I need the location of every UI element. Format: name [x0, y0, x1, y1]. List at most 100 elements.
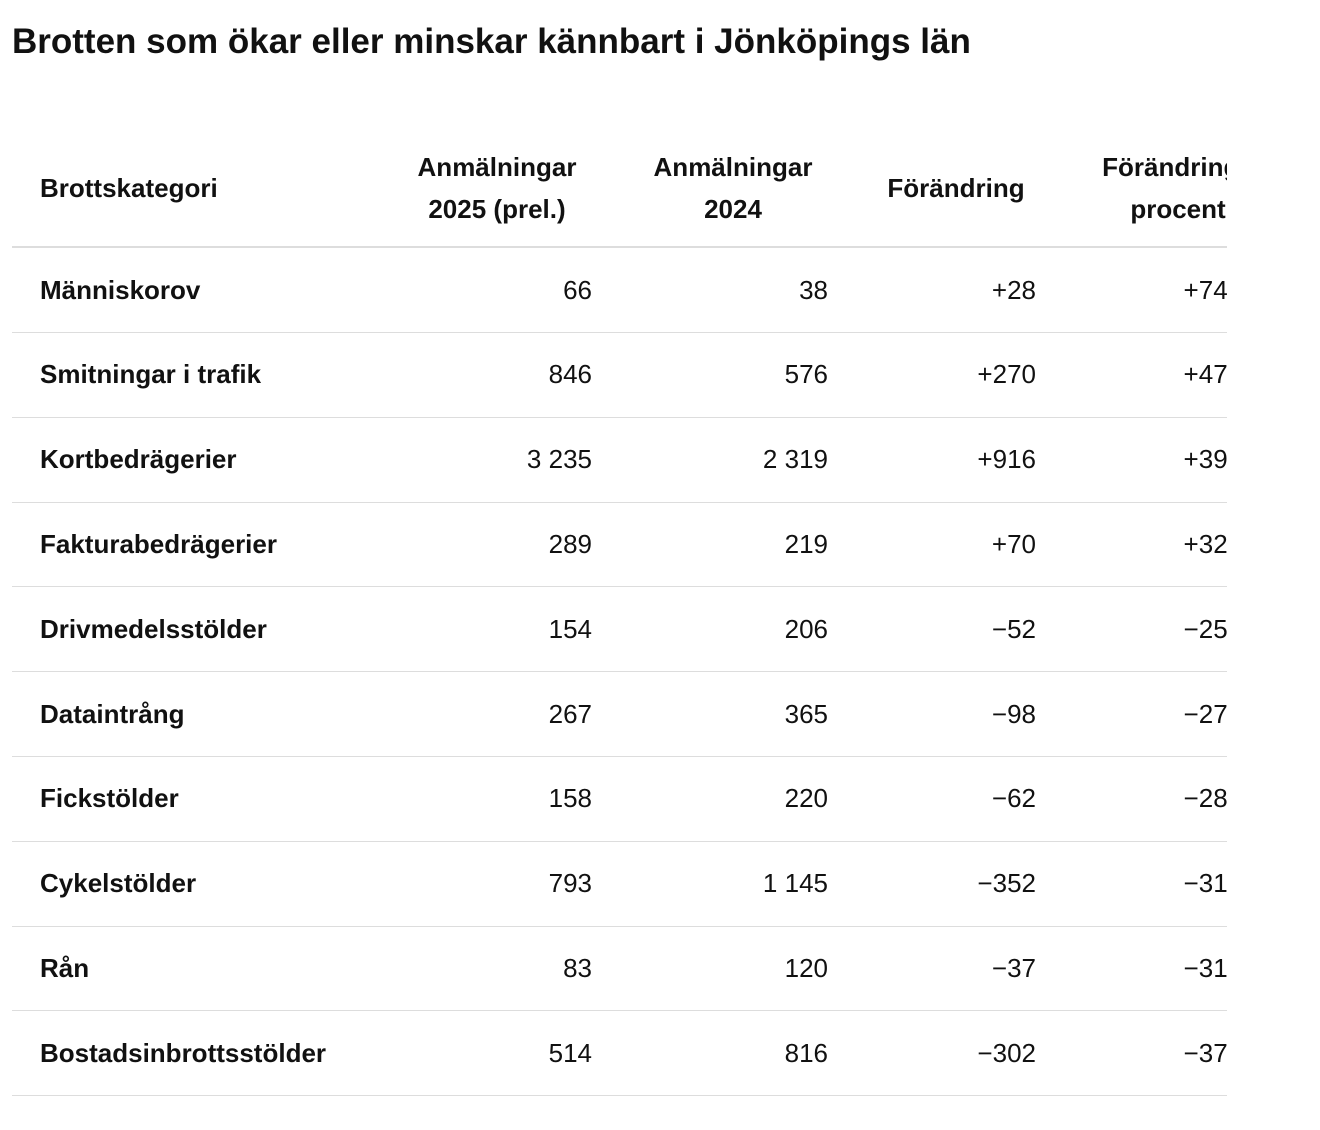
table-cell: −98	[828, 672, 1036, 756]
cell-text: −31 %	[1183, 868, 1227, 899]
cell-text: Cykelstölder	[40, 868, 197, 899]
table-cell: −25 %	[1036, 587, 1227, 671]
cell-text: −302	[977, 1037, 1036, 1068]
table-cell: Fickstölder	[40, 757, 352, 841]
cell-text: 206	[784, 613, 828, 644]
table-cell: Cykelstölder	[40, 842, 352, 926]
table-cell: −31 %	[1036, 842, 1227, 926]
table-row: Cykelstölder 793 1 145 −352 −31 %	[12, 842, 1227, 927]
cell-text: +28	[991, 274, 1036, 305]
cell-text: 83	[563, 952, 592, 983]
cell-text: −52	[991, 613, 1036, 644]
table-row: Dataintrång 267 365 −98 −27 %	[12, 672, 1227, 757]
cell-text: Fickstölder	[40, 783, 179, 814]
table-cell: −352	[828, 842, 1036, 926]
table-cell: 514	[352, 1011, 592, 1095]
table-cell: +28	[828, 248, 1036, 332]
header-cell: Anmälningar 2025 (prel.)	[352, 130, 592, 246]
table-cell: +916	[828, 418, 1036, 502]
table-cell: +70	[828, 502, 1036, 586]
cell-text: +39 %	[1183, 444, 1227, 475]
cell-text: +916	[977, 444, 1036, 475]
table-cell: 154	[352, 587, 592, 671]
table-cell: 66	[352, 248, 592, 332]
cell-text: −28 %	[1183, 783, 1227, 814]
cell-text: 3 235	[526, 444, 592, 475]
cell-text: 66	[563, 274, 592, 305]
header-cell: Brottskategori	[40, 130, 352, 246]
table-cell: Kortbedrägerier	[40, 418, 352, 502]
cell-text: −352	[977, 868, 1036, 899]
cell-text: Smitningar i trafik	[40, 359, 262, 390]
table-cell: 846	[352, 333, 592, 417]
header-cell: Anmälningar 2024	[592, 130, 828, 246]
cell-text: +74 %	[1183, 274, 1227, 305]
cell-text: Fakturabedrägerier	[40, 528, 277, 559]
table-row: Kortbedrägerier 3 235 2 319 +916 +39 %	[12, 418, 1227, 503]
table-cell: 1 145	[592, 842, 828, 926]
cell-text: 120	[784, 952, 828, 983]
cell-text: 38	[799, 274, 828, 305]
cell-text: Anmälningar 2025 (prel.)	[417, 152, 577, 224]
cell-text: 1 145	[762, 868, 828, 899]
cell-text: Anmälningar 2024	[653, 152, 813, 224]
cell-text: Förändring i procent	[1102, 152, 1227, 224]
table-cell: 365	[592, 672, 828, 756]
cell-text: Brottskategori	[40, 172, 218, 203]
table-cell: +74 %	[1036, 248, 1227, 332]
table-cell: Rån	[40, 926, 352, 1010]
cell-text: −37 %	[1183, 1037, 1227, 1068]
cell-text: Kortbedrägerier	[40, 444, 237, 475]
cell-text: Förändring	[887, 173, 1025, 203]
table-cell: −31 %	[1036, 926, 1227, 1010]
table-cell: 3 235	[352, 418, 592, 502]
cell-text: −25 %	[1183, 613, 1227, 644]
table-cell: −52	[828, 587, 1036, 671]
table-cell: 793	[352, 842, 592, 926]
cell-text: 816	[784, 1037, 828, 1068]
cell-text: Rån	[40, 952, 90, 983]
table-cell: Människorov	[40, 248, 352, 332]
table-row: Bostadsinbrottsstölder 514 816 −302 −37 %	[12, 1011, 1227, 1096]
cell-text: Dataintrång	[40, 698, 185, 729]
cell-text: 846	[548, 359, 592, 390]
table-cell: −37	[828, 926, 1036, 1010]
header-row: Brottskategori Anmälningar 2025 (prel.) An…	[12, 130, 1227, 248]
table-cell: 220	[592, 757, 828, 841]
cell-text: 365	[784, 698, 828, 729]
table-cell: +47 %	[1036, 333, 1227, 417]
table-cell: −27 %	[1036, 672, 1227, 756]
table-row: Fakturabedrägerier 289 219 +70 +32 %	[12, 502, 1227, 588]
table-cell: 289	[352, 502, 592, 586]
cell-text: Drivmedelsstölder	[40, 613, 267, 644]
table-row: Rån 83 120 −37 −31 %	[12, 926, 1227, 1012]
cell-text: Bostadsinbrottsstölder	[40, 1037, 327, 1068]
cell-text: 220	[784, 783, 828, 814]
title: Brotten som ökar eller minskar kännbart …	[12, 22, 971, 61]
table-cell: 816	[592, 1011, 828, 1095]
table-cell: −62	[828, 757, 1036, 841]
cell-text: −37	[991, 952, 1036, 983]
cell-text: −98	[991, 698, 1036, 729]
cell-text: 219	[784, 528, 828, 559]
cell-text: +47 %	[1183, 359, 1227, 390]
cell-text: 576	[784, 359, 828, 390]
table-cell: +39 %	[1036, 418, 1227, 502]
header-cell: Förändring	[828, 130, 1036, 246]
cell-text: −27 %	[1183, 698, 1227, 729]
table-cell: 219	[592, 502, 828, 586]
table-cell: +32 %	[1036, 502, 1227, 586]
cell-text: −31 %	[1183, 952, 1227, 983]
table-cell: 38	[592, 248, 828, 332]
table-cell: Bostadsinbrottsstölder	[40, 1011, 352, 1095]
table-cell: −28 %	[1036, 757, 1227, 841]
table-row: Drivmedelsstölder 154 206 −52 −25 %	[12, 587, 1227, 673]
header-cell: Förändring i procent	[1036, 130, 1227, 246]
table-cell: 2 319	[592, 418, 828, 502]
cell-text: 793	[548, 868, 592, 899]
cell-text: +270	[977, 359, 1036, 390]
cell-text: −62	[991, 783, 1036, 814]
table-row: Fickstölder 158 220 −62 −28 %	[12, 757, 1227, 842]
cell-text: 158	[548, 783, 592, 814]
